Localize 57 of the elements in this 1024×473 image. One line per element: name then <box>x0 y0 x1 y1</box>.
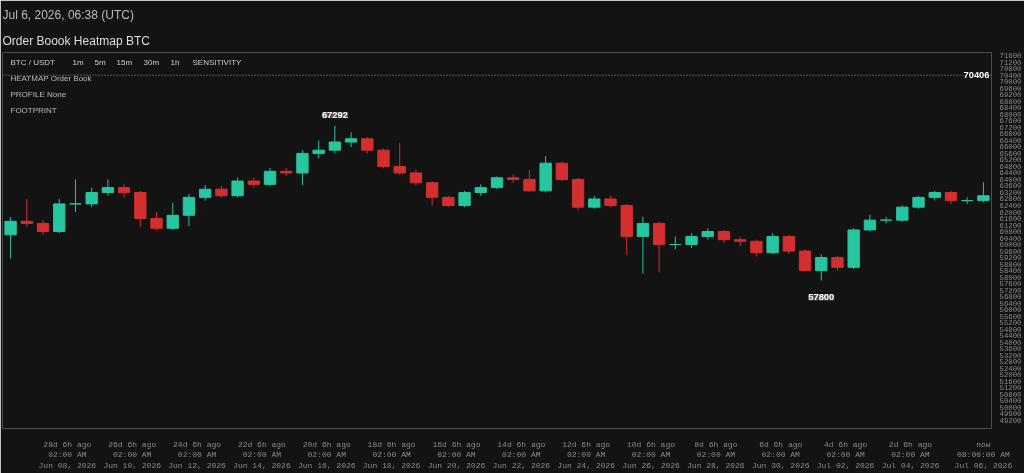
annotation: 1m <box>72 57 84 67</box>
annotation: SENSITIVITY <box>192 57 243 67</box>
chart-title: Order Boook Heatmap BTC <box>2 33 151 48</box>
annotation: 5m <box>94 57 106 67</box>
x-tick-label: 2d 6h ago 02:00 AM Jul 04, 2026 <box>881 439 940 471</box>
candlestick <box>425 180 439 206</box>
candlestick <box>636 216 650 274</box>
candlestick <box>977 181 990 203</box>
annotation: FOOTPRINT <box>10 105 57 115</box>
x-tick-label: 22d 6h ago 02:00 AM Jun 14, 2026 <box>233 439 291 471</box>
candlestick <box>344 131 358 148</box>
x-tick-label: 20d 6h ago 02:00 AM Jun 16, 2026 <box>297 439 356 471</box>
candlestick <box>815 253 828 281</box>
x-tick-label: 4d 6h ago 02:00 AM Jul 02, 2026 <box>816 439 875 471</box>
candlestick <box>555 161 569 182</box>
annotation: HEATMAP Order Book <box>10 73 93 83</box>
x-tick-label: 18d 6h ago 02:00 AM Jun 18, 2026 <box>362 439 421 471</box>
x-tick-label: 14d 6h ago 02:00 AM Jun 22, 2026 <box>492 439 551 471</box>
x-tick-label: 26d 6h ago 02:00 AM Jun 10, 2026 <box>103 439 162 471</box>
chart-subtitle: Jul 6, 2026, 06:38 (UTC) <box>2 7 134 22</box>
annotation: 15m <box>116 57 133 67</box>
candlestick <box>231 177 244 198</box>
x-tick-label: now 08:00:00 AM Jul 06, 2026 <box>954 439 1013 471</box>
candlestick <box>85 187 98 208</box>
x-tick-label: 8d 6h ago 02:00 AM Jun 28, 2026 <box>687 439 745 471</box>
annotation: 30m <box>143 57 160 67</box>
candlestick <box>328 125 342 154</box>
candlestick <box>296 149 309 186</box>
candlestick <box>652 221 666 273</box>
candlestick <box>166 202 179 231</box>
candlestick <box>117 183 131 198</box>
annotation: PROFILE None <box>10 89 67 99</box>
annotation: 67292 <box>321 109 348 120</box>
candlestick <box>766 232 779 255</box>
candlestick <box>4 216 17 260</box>
candlestick <box>393 142 406 176</box>
candlestick <box>182 193 196 227</box>
x-tick-label: 10d 6h ago 02:00 AM Jun 26, 2026 <box>622 439 681 471</box>
candlestick <box>669 235 682 250</box>
candlestick <box>69 178 82 213</box>
annotation: 57800 <box>808 292 835 303</box>
candlestick <box>523 169 536 193</box>
ref-line-label: 70406 <box>963 70 990 81</box>
candlestick <box>20 198 33 228</box>
annotation: 1h <box>170 57 180 67</box>
candlestick <box>782 234 796 255</box>
candlestick <box>377 148 390 169</box>
x-tick-label: 12d 6h ago 02:00 AM Jun 24, 2026 <box>557 439 616 471</box>
candlestick <box>150 211 163 232</box>
annotation: BTC / USDT <box>10 57 56 67</box>
x-tick-label: 6d 6h ago 02:00 AM Jun 30, 2026 <box>751 439 810 471</box>
candlestick <box>879 216 893 224</box>
x-tick-label: 24d 6h ago 02:00 AM Jun 12, 2026 <box>168 439 227 471</box>
x-tick-label: 16d 6h ago 02:00 AM Jun 20, 2026 <box>427 439 486 471</box>
x-tick-label: 28d 6h ago 02:00 AM Jun 08, 2026 <box>38 439 97 471</box>
candlestick <box>101 178 115 197</box>
candlestick <box>798 248 812 273</box>
